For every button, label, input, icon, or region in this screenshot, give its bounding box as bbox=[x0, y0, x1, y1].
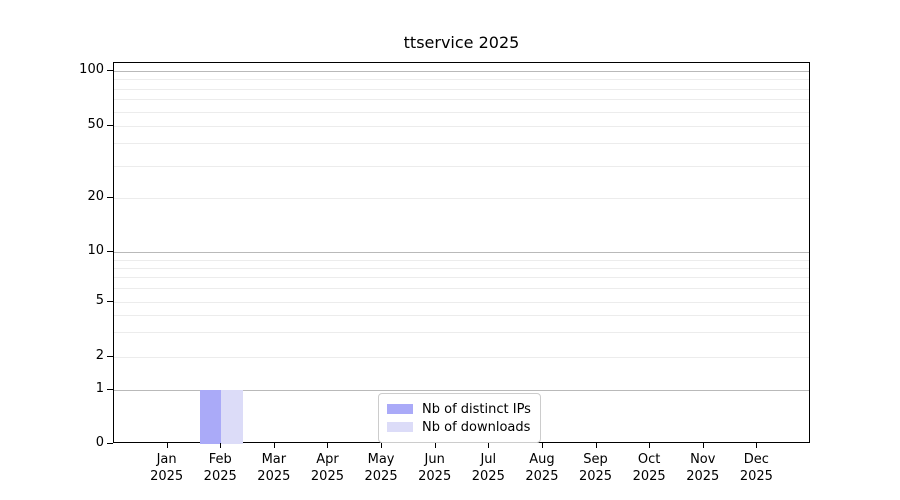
y-axis-tick bbox=[107, 300, 113, 302]
gridline-minor bbox=[114, 277, 809, 279]
y-axis-tick bbox=[107, 442, 113, 444]
gridline-minor bbox=[114, 99, 809, 101]
gridline-minor bbox=[114, 267, 809, 269]
x-tick-year: 2025 bbox=[150, 469, 184, 484]
x-tick-month: Feb bbox=[208, 452, 232, 467]
x-tick-month: Apr bbox=[316, 452, 339, 467]
x-axis-tick-label: Oct 2025 bbox=[617, 451, 681, 485]
y-axis-tick bbox=[107, 125, 113, 126]
gridline-minor bbox=[114, 288, 809, 290]
y-axis-tick bbox=[107, 389, 113, 390]
gridline-minor bbox=[114, 143, 809, 145]
x-axis-tick bbox=[649, 442, 651, 448]
bar-nb-of-downloads bbox=[221, 390, 243, 444]
gridline-major bbox=[114, 390, 809, 391]
plot-area bbox=[113, 62, 810, 444]
bar-nb-of-distinct-ips bbox=[199, 390, 222, 444]
y-axis-tick bbox=[107, 196, 113, 198]
gridline-major bbox=[114, 71, 809, 72]
x-tick-month: Aug bbox=[529, 452, 555, 467]
x-tick-year: 2025 bbox=[418, 469, 452, 484]
gridline-minor bbox=[114, 88, 809, 90]
x-axis-tick-label: Jul 2025 bbox=[456, 451, 520, 485]
gridline-minor bbox=[114, 315, 809, 317]
y-axis-tick bbox=[107, 70, 113, 71]
x-axis-tick bbox=[541, 442, 543, 448]
gridline-minor bbox=[114, 357, 809, 358]
x-axis-tick-label: Apr 2025 bbox=[295, 451, 359, 485]
gridline-minor bbox=[114, 301, 809, 303]
x-axis-tick bbox=[381, 442, 383, 448]
x-axis-tick bbox=[273, 442, 275, 448]
x-axis-tick-label: Feb 2025 bbox=[188, 451, 252, 485]
y-axis-tick-label: 5 bbox=[95, 292, 104, 308]
gridline-minor bbox=[114, 126, 809, 127]
x-axis-tick-label: Sep 2025 bbox=[564, 451, 628, 485]
x-axis-tick bbox=[756, 442, 758, 448]
x-axis-tick bbox=[166, 442, 168, 448]
x-tick-year: 2025 bbox=[257, 469, 291, 484]
legend: Nb of distinct IPs Nb of downloads bbox=[378, 393, 541, 443]
x-axis-tick bbox=[488, 442, 490, 448]
x-tick-month: Jul bbox=[480, 452, 497, 467]
x-axis-tick-label: Aug 2025 bbox=[510, 451, 574, 485]
x-tick-year: 2025 bbox=[686, 469, 720, 484]
x-tick-month: Jan bbox=[156, 452, 177, 467]
x-axis-tick bbox=[595, 442, 597, 448]
gridline-minor bbox=[114, 259, 809, 261]
y-axis-tick-label: 1 bbox=[95, 381, 104, 396]
chart-title: ttservice 2025 bbox=[403, 33, 520, 52]
x-tick-month: Dec bbox=[743, 452, 769, 467]
legend-item-downloads: Nb of downloads bbox=[387, 419, 531, 435]
gridline-minor bbox=[114, 79, 809, 81]
x-tick-year: 2025 bbox=[632, 469, 666, 484]
gridline-minor bbox=[114, 197, 809, 199]
x-axis-tick bbox=[434, 442, 436, 448]
x-axis-tick bbox=[702, 442, 704, 448]
gridline-minor bbox=[114, 332, 809, 334]
x-tick-year: 2025 bbox=[525, 469, 559, 484]
y-axis-tick bbox=[107, 251, 113, 252]
x-tick-month: Oct bbox=[637, 452, 661, 467]
y-axis-tick-label: 100 bbox=[79, 62, 104, 77]
y-axis-tick-label: 20 bbox=[87, 188, 104, 204]
x-tick-year: 2025 bbox=[739, 469, 773, 484]
x-axis-tick bbox=[220, 442, 222, 448]
x-tick-year: 2025 bbox=[364, 469, 398, 484]
x-tick-month: May bbox=[367, 452, 395, 467]
x-axis-tick-label: Dec 2025 bbox=[724, 451, 788, 485]
x-tick-year: 2025 bbox=[471, 469, 505, 484]
x-tick-month: Nov bbox=[690, 452, 716, 467]
x-axis-tick-label: May 2025 bbox=[349, 451, 413, 485]
x-tick-year: 2025 bbox=[578, 469, 613, 484]
legend-label-downloads: Nb of downloads bbox=[422, 419, 531, 435]
legend-label-distinct-ips: Nb of distinct IPs bbox=[422, 401, 531, 417]
y-axis-tick-label: 50 bbox=[87, 117, 104, 132]
x-tick-year: 2025 bbox=[310, 469, 344, 484]
gridline-major bbox=[114, 252, 809, 253]
x-tick-year: 2025 bbox=[203, 469, 237, 484]
x-tick-month: Mar bbox=[261, 452, 287, 467]
legend-swatch-downloads bbox=[387, 422, 413, 432]
x-axis-tick-label: Mar 2025 bbox=[242, 451, 306, 485]
legend-item-distinct-ips: Nb of distinct IPs bbox=[387, 401, 531, 417]
x-axis-tick-label: Jan 2025 bbox=[135, 451, 199, 485]
y-axis-tick-label: 0 bbox=[95, 434, 104, 450]
y-axis-tick-label: 10 bbox=[87, 243, 104, 258]
y-axis-tick-label: 2 bbox=[95, 348, 104, 363]
x-axis-tick-label: Nov 2025 bbox=[671, 451, 735, 485]
x-tick-month: Sep bbox=[583, 452, 608, 467]
y-axis-tick bbox=[107, 356, 113, 357]
x-axis-tick bbox=[327, 442, 329, 448]
x-axis-tick-label: Jun 2025 bbox=[403, 451, 467, 485]
x-tick-month: Jun bbox=[424, 452, 445, 467]
gridline-minor bbox=[114, 165, 809, 167]
legend-swatch-distinct-ips bbox=[387, 404, 413, 414]
gridline-minor bbox=[114, 111, 809, 113]
